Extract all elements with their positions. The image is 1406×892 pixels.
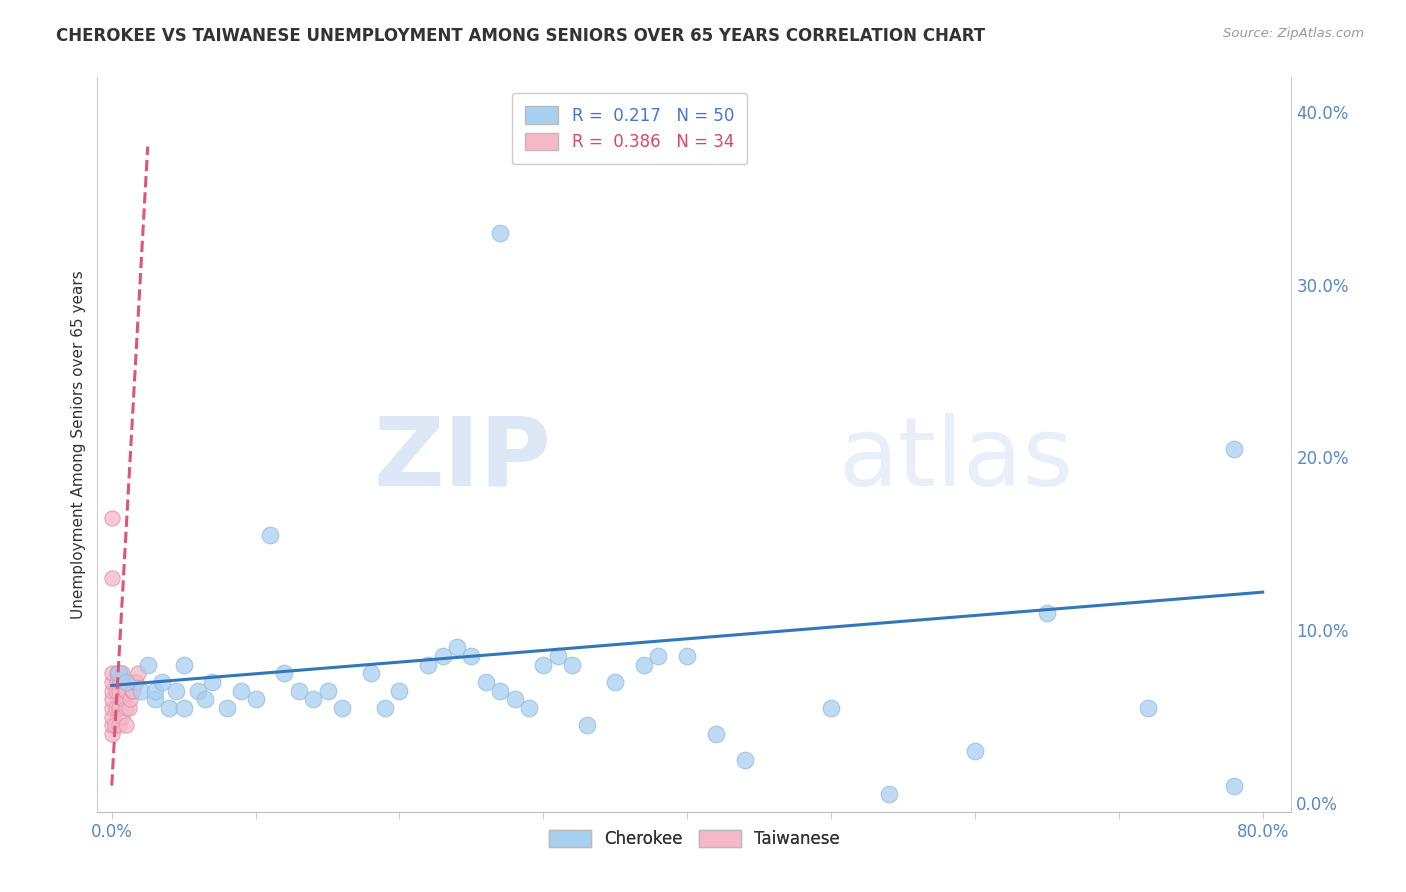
Y-axis label: Unemployment Among Seniors over 65 years: Unemployment Among Seniors over 65 years — [72, 270, 86, 619]
Legend: Cherokee, Taiwanese: Cherokee, Taiwanese — [543, 823, 846, 855]
Text: CHEROKEE VS TAIWANESE UNEMPLOYMENT AMONG SENIORS OVER 65 YEARS CORRELATION CHART: CHEROKEE VS TAIWANESE UNEMPLOYMENT AMONG… — [56, 27, 986, 45]
Text: atlas: atlas — [838, 413, 1073, 506]
Text: Source: ZipAtlas.com: Source: ZipAtlas.com — [1223, 27, 1364, 40]
Text: ZIP: ZIP — [373, 413, 551, 506]
